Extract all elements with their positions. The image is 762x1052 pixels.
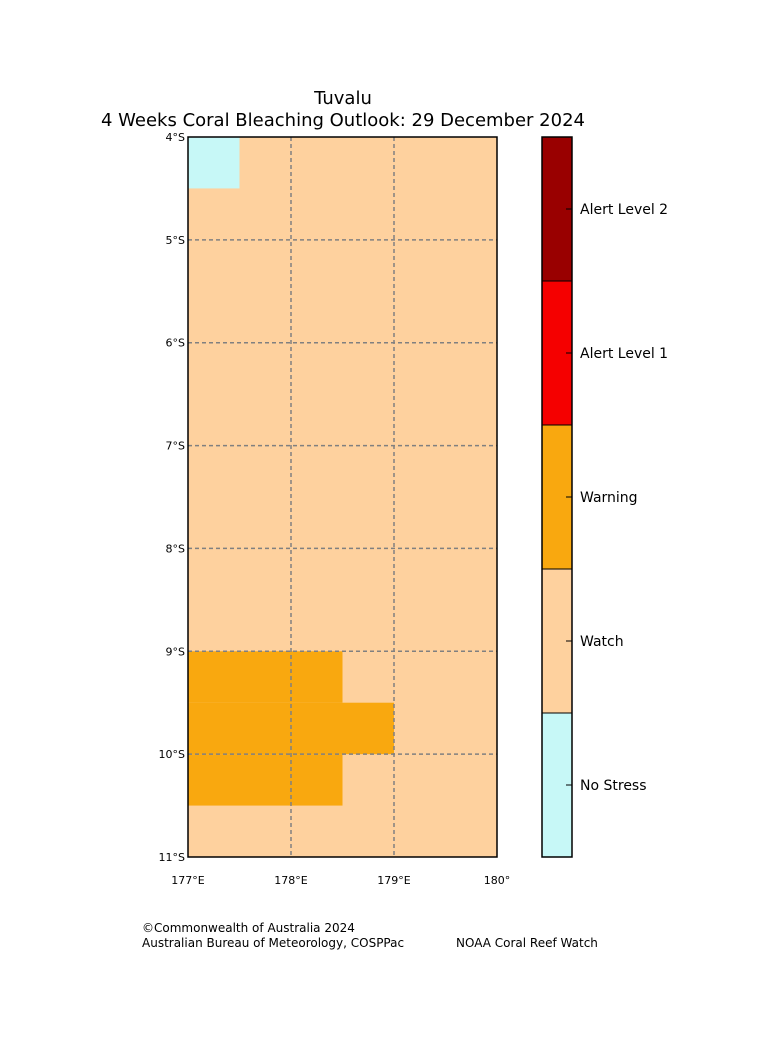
legend-label: Alert Level 1 [580,346,668,362]
lat-tick-label: 6°S [166,337,185,350]
agencies-text: Australian Bureau of Meteorology, COSPPa… [142,936,405,950]
lat-tick-label: 11°S [159,851,185,864]
map-subtitle: 4 Weeks Coral Bleaching Outlook: 29 Dece… [100,110,585,131]
legend-label: Warning [580,490,638,506]
stress-cell [188,651,343,703]
stress-cell [188,137,240,189]
legend-label: Alert Level 2 [580,202,668,218]
colorbar-legend: Alert Level 2 Alert Level 1 Warning Watch No… [541,136,668,858]
lat-tick-label: 8°S [166,542,185,555]
lat-tick-label: 5°S [166,234,185,247]
legend-label: No Stress [580,778,647,794]
legend-label: Watch [580,634,624,650]
lon-tick-label: 179°E [377,874,410,887]
lat-tick-label: 10°S [159,748,185,761]
lat-tick-label: 4°S [166,131,185,144]
map-frame [187,136,498,858]
outlook-map: 4°S 5°S 6°S 7°S 8°S 9°S 10°S 11°S 177°E 178°E 179°… [159,131,511,887]
partner-text: NOAA Coral Reef Watch [456,936,598,950]
copyright-text: ©Commonwealth of Australia 2024 [142,921,355,935]
lat-tick-label: 9°S [166,645,185,658]
lat-tick-label: 7°S [166,440,185,453]
colorbar-frame [541,136,573,858]
lon-tick-label: 177°E [171,874,204,887]
lon-tick-label: 178°E [274,874,307,887]
stress-cell [188,754,343,806]
lon-tick-label: 180° [484,874,511,887]
map-title: Tuvalu [314,88,372,109]
